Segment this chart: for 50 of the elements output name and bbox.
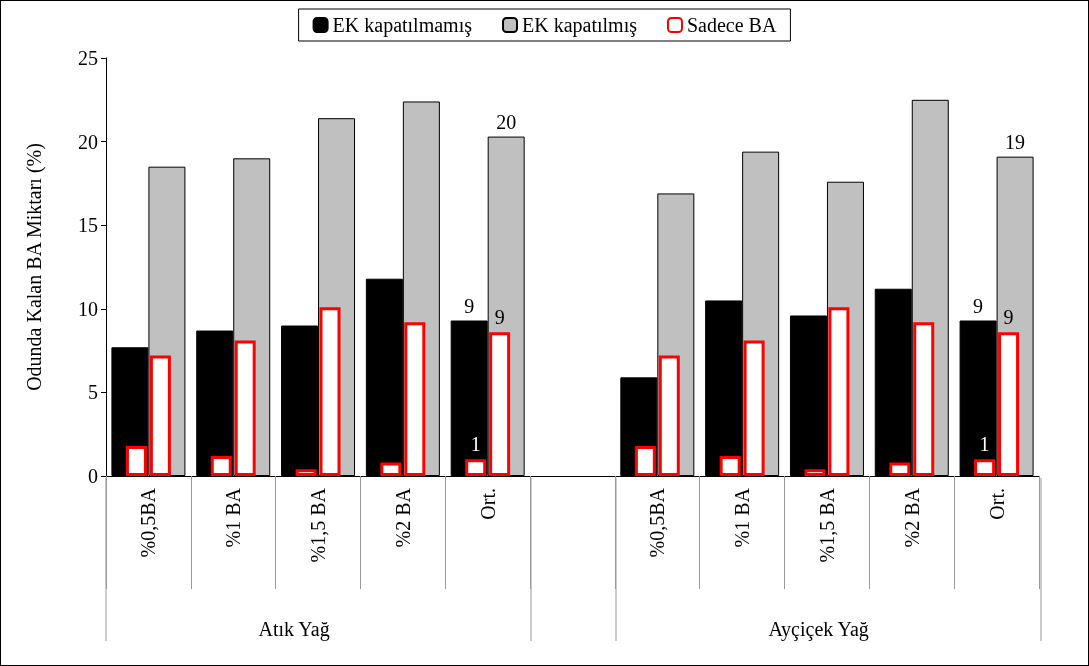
- y-tick-label: 20: [78, 130, 98, 153]
- bar: [125, 445, 147, 476]
- bar: [634, 445, 656, 476]
- legend-label: EK kapatılmamış: [332, 14, 473, 37]
- legend-label: Sadece BA: [686, 14, 777, 36]
- x-tick-label: Ort.: [476, 488, 499, 520]
- bar: [658, 355, 680, 476]
- x-tick-label: Ort.: [985, 488, 1008, 520]
- text: Ayçiçek Yağ: [768, 618, 869, 641]
- bar: [465, 459, 487, 476]
- bar: [295, 469, 317, 476]
- text: Atık Yağ: [258, 618, 330, 641]
- data-label: 1: [979, 433, 990, 456]
- bar: [719, 455, 741, 476]
- y-tick-label: 0: [88, 465, 98, 487]
- data-label: 19: [1005, 130, 1026, 153]
- y-tick-label: 10: [78, 297, 98, 320]
- data-label: 9: [494, 306, 505, 329]
- x-tick-label: %1 BA: [222, 487, 245, 548]
- x-tick-label: %2 BA: [900, 487, 923, 548]
- bar: [913, 322, 935, 476]
- bar: [234, 340, 256, 476]
- bar: [889, 462, 911, 476]
- bar: [380, 462, 402, 476]
- x-tick-label: %0,5BA: [137, 487, 160, 558]
- bar: [998, 332, 1020, 476]
- x-tick-label: %1 BA: [731, 487, 754, 548]
- x-tick-label: %2 BA: [391, 487, 414, 548]
- y-axis-title: Odunda Kalan BA Miktarı (%): [23, 143, 46, 391]
- bar: [489, 332, 511, 476]
- bar: [974, 459, 996, 476]
- bar: [319, 307, 341, 476]
- y-tick-label: 15: [78, 214, 98, 237]
- bar: [743, 340, 765, 476]
- bar: [149, 355, 171, 476]
- x-tick-label: %1,5 BA: [307, 487, 330, 563]
- x-tick-label: %0,5BA: [646, 487, 669, 558]
- data-label: 1: [470, 433, 481, 456]
- data-label: 9: [1003, 306, 1014, 329]
- data-label: 9: [973, 294, 984, 317]
- bar: [804, 469, 826, 476]
- data-label: 9: [464, 294, 475, 317]
- bar: [828, 307, 850, 476]
- bar: [210, 455, 232, 476]
- bar: [404, 322, 426, 476]
- y-tick-label: 25: [78, 47, 98, 69]
- x-tick-label: %1,5 BA: [815, 487, 838, 563]
- legend-label: EK kapatılmış: [522, 14, 638, 37]
- data-label: 20: [496, 110, 517, 133]
- y-tick-label: 5: [88, 381, 98, 404]
